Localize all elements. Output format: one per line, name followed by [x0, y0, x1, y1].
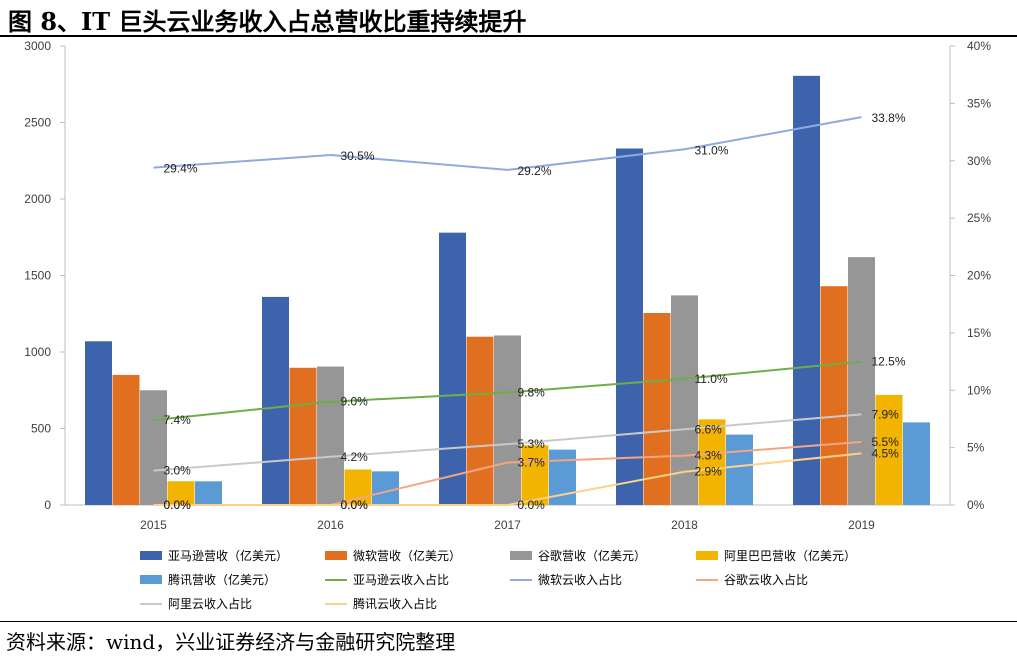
bar	[289, 367, 317, 505]
chart-legend: 亚马逊营收（亿美元） 微软营收（亿美元） 谷歌营收（亿美元） 阿里巴巴营收（亿美元） 腾…	[140, 548, 856, 611]
bar	[112, 374, 140, 505]
legend-swatch	[140, 575, 162, 584]
x-tick-label: 2018	[671, 518, 698, 532]
bar	[439, 232, 466, 505]
data-label: 2.9%	[695, 465, 723, 479]
data-label: 6.6%	[695, 422, 723, 436]
data-label: 9.8%	[518, 386, 546, 400]
legend-swatch	[696, 551, 718, 560]
data-label: 4.5%	[872, 446, 900, 460]
bar	[820, 286, 848, 505]
data-label: 9.0%	[341, 395, 369, 409]
x-tick-label: 2019	[848, 518, 875, 532]
data-label: 29.2%	[518, 164, 552, 178]
bar	[494, 335, 521, 505]
cloud-revenue-chart: 0 500 1000 1500 2000 2500 3000 0% 5% 10% 15% 20% 25%…	[24, 39, 991, 611]
y-tick-label: 1500	[24, 269, 51, 283]
legend-label: 微软云收入占比	[538, 572, 622, 587]
y2-tick-label: 5%	[967, 441, 985, 455]
data-label: 11.0%	[695, 372, 728, 386]
y-tick-label: 3000	[24, 39, 51, 53]
y-tick-label: 2000	[24, 192, 51, 206]
y2-tick-label: 30%	[967, 154, 991, 168]
data-label: 31.0%	[695, 143, 729, 157]
title-underline	[0, 35, 1017, 37]
legend-label: 谷歌云收入占比	[724, 572, 808, 587]
y2-tick-label: 10%	[967, 383, 991, 397]
bar	[195, 481, 222, 505]
bar	[85, 341, 112, 505]
y-tick-label: 500	[31, 422, 51, 436]
y2-tick-label: 0%	[967, 498, 985, 512]
legend-swatch	[510, 551, 532, 560]
bar-series-group	[85, 75, 930, 506]
y-tick-label: 1000	[24, 345, 51, 359]
data-label: 0.0%	[341, 498, 369, 512]
bar	[466, 336, 494, 505]
figure-title: 图 8、IT 巨头云业务收入占总营收比重持续提升	[8, 7, 527, 36]
legend-swatch	[140, 551, 162, 560]
y-tick-label: 0	[44, 498, 51, 512]
line-series	[153, 360, 862, 422]
data-label: 29.4%	[164, 162, 198, 176]
bar	[726, 434, 753, 505]
legend-swatch	[325, 551, 347, 560]
bar	[903, 422, 930, 505]
data-label: 0.0%	[341, 498, 369, 512]
y-tick-label: 2500	[24, 116, 51, 130]
x-tick-label: 2015	[140, 518, 167, 532]
legend-label: 亚马逊云收入占比	[353, 572, 449, 587]
legend-label: 腾讯营收（亿美元）	[168, 572, 276, 587]
bar	[848, 257, 875, 505]
y2-tick-label: 20%	[967, 269, 991, 283]
x-tick-label: 2017	[494, 518, 521, 532]
bar	[793, 75, 820, 506]
bar	[643, 312, 671, 505]
source-note: 资料来源：wind，兴业证券经济与金融研究院整理	[6, 630, 456, 654]
y2-tick-label: 15%	[967, 326, 991, 340]
data-labels-group: 7.4% 9.0% 9.8% 11.0% 12.5% 29.4% 30.5% 29.2% 31.…	[164, 111, 906, 512]
x-tick-label: 2016	[317, 518, 344, 532]
y2-tick-label: 25%	[967, 211, 991, 225]
data-label: 3.7%	[518, 456, 546, 470]
data-label: 7.4%	[164, 413, 192, 427]
legend-label: 微软营收（亿美元）	[353, 548, 461, 563]
bar	[317, 366, 344, 505]
data-label: 4.2%	[341, 450, 369, 464]
y2-tick-label: 40%	[967, 39, 991, 53]
line-series	[153, 413, 862, 472]
legend-label: 阿里云收入占比	[168, 596, 252, 611]
bar	[698, 419, 726, 505]
data-label: 0.0%	[518, 498, 546, 512]
data-label: 0.0%	[164, 498, 192, 512]
data-label: 12.5%	[872, 355, 906, 369]
legend-label: 腾讯云收入占比	[353, 596, 437, 611]
bar	[616, 148, 643, 505]
data-label: 5.3%	[518, 437, 546, 451]
legend-label: 亚马逊营收（亿美元）	[168, 548, 288, 563]
data-label: 5.5%	[872, 435, 900, 449]
y2-tick-label: 35%	[967, 96, 991, 110]
data-label: 7.9%	[872, 407, 900, 421]
bar	[521, 445, 549, 505]
bar	[372, 471, 399, 505]
bar	[140, 390, 167, 505]
bar	[875, 394, 903, 505]
line-series	[153, 116, 862, 171]
legend-label: 谷歌营收（亿美元）	[538, 548, 646, 563]
line-series	[153, 452, 862, 506]
legend-label: 阿里巴巴营收（亿美元）	[724, 548, 856, 563]
bar	[262, 296, 289, 505]
footer-rule	[0, 621, 1017, 622]
line-series-group	[153, 116, 862, 506]
data-label: 30.5%	[341, 149, 375, 163]
data-label: 33.8%	[872, 111, 906, 125]
data-label: 4.3%	[695, 449, 723, 463]
bar	[167, 481, 195, 505]
data-label: 3.0%	[164, 464, 192, 478]
data-label: 0.0%	[164, 498, 192, 512]
